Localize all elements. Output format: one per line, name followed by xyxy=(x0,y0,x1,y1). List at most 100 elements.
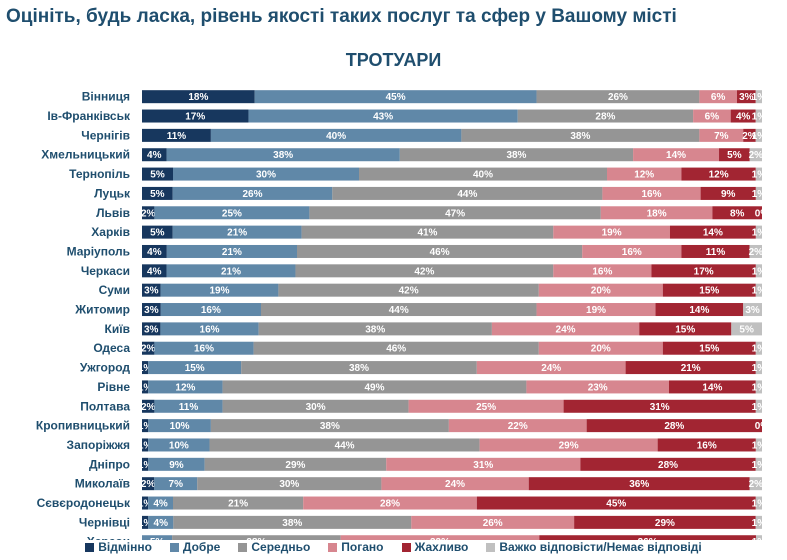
data-label: 44% xyxy=(389,305,409,316)
data-label: 10% xyxy=(169,440,189,451)
data-label: 15% xyxy=(675,324,695,335)
category-label: Київ xyxy=(105,322,130,336)
bar-segment xyxy=(491,322,640,336)
data-label: 1% xyxy=(752,518,767,529)
bar-segment xyxy=(582,244,682,258)
data-label: 42% xyxy=(399,286,419,297)
data-label: 4% xyxy=(147,150,162,161)
bar-segment xyxy=(517,109,694,123)
bar-segment xyxy=(173,496,304,510)
data-label: 47% xyxy=(445,208,465,219)
data-label: 28% xyxy=(658,460,678,471)
bar-segment xyxy=(258,322,492,336)
data-label: 4% xyxy=(154,518,169,529)
bar-segment xyxy=(669,380,756,394)
bar-segment xyxy=(553,225,670,239)
data-label: 45% xyxy=(606,499,626,510)
data-label: 5% xyxy=(150,170,165,181)
category-label: Одеса xyxy=(93,341,130,355)
data-label: 21% xyxy=(681,363,701,374)
bar-segment xyxy=(309,206,601,220)
bar-segment xyxy=(142,457,149,471)
bar-segment xyxy=(755,457,762,471)
data-label: 29% xyxy=(285,460,305,471)
legend-item: Важко відповісти/Немає відповіді xyxy=(486,540,702,554)
bar-segment xyxy=(209,438,480,452)
bar-segment xyxy=(172,535,341,540)
bar-segment xyxy=(154,477,198,491)
bar-segment xyxy=(142,322,161,336)
bar-segment xyxy=(148,457,205,471)
bar-segment xyxy=(700,186,756,200)
bar-segment xyxy=(662,341,756,355)
data-label: 45% xyxy=(386,92,406,103)
data-label: 19% xyxy=(586,305,606,316)
legend-swatch xyxy=(401,542,411,552)
bar-segment xyxy=(476,361,626,375)
bar-segment xyxy=(755,90,762,104)
chart-legend: Відмінно Добре Середньо Погано Жахливо Важко … xyxy=(0,540,787,554)
data-label: 46% xyxy=(386,344,406,355)
category-label: Ів-Франківськ xyxy=(47,109,131,123)
data-label: 15% xyxy=(699,344,719,355)
bar-segment xyxy=(693,109,731,123)
data-label: 21% xyxy=(222,247,242,258)
data-label: 3% xyxy=(144,286,159,297)
bar-segment xyxy=(743,128,756,142)
data-label: 1% xyxy=(752,537,767,540)
legend-swatch xyxy=(169,542,179,552)
bar-segment xyxy=(730,109,756,123)
data-label: 43% xyxy=(373,112,393,123)
data-label: 16% xyxy=(201,305,221,316)
bar-segment xyxy=(386,457,581,471)
data-label: 0% xyxy=(755,208,770,219)
data-label: 16% xyxy=(592,266,612,277)
data-label: 21% xyxy=(228,499,248,510)
bar-segment xyxy=(755,109,762,123)
bar-segment xyxy=(166,264,296,278)
bar-segment xyxy=(142,90,255,104)
stacked-bar-chart: Вінниця 18% 45% 26% 6% 3%1%Ів-Франківськ 17% 43… xyxy=(35,89,770,540)
bar-segment xyxy=(142,303,161,317)
bar-segment xyxy=(142,535,173,540)
category-label: Чернівці xyxy=(79,515,130,529)
data-label: 15% xyxy=(185,363,205,374)
bar-segment xyxy=(142,419,149,433)
data-label: 38% xyxy=(570,131,590,142)
bar-segment xyxy=(448,419,587,433)
legend-item: Середньо xyxy=(238,540,310,554)
page-title: Оцініть, будь ласка, рівень якості таких… xyxy=(6,6,677,27)
bar-segment xyxy=(248,109,518,123)
category-label: Запоріжжя xyxy=(67,438,130,452)
bar-segment xyxy=(148,515,174,529)
data-label: 4% xyxy=(147,266,162,277)
data-label: 5% xyxy=(739,324,754,335)
data-label: 23% xyxy=(588,382,608,393)
data-label: 4% xyxy=(736,112,751,123)
bar-segment xyxy=(142,341,155,355)
data-label: 20% xyxy=(591,344,611,355)
bar-segment xyxy=(142,109,249,123)
data-label: 46% xyxy=(430,247,450,258)
data-label: 7% xyxy=(169,479,184,490)
data-label: 2% xyxy=(141,344,156,355)
bar-segment xyxy=(301,225,554,239)
data-label: 9% xyxy=(721,189,736,200)
bar-segment xyxy=(173,167,359,181)
data-label: 5% xyxy=(727,150,742,161)
data-label: 11% xyxy=(179,402,199,413)
bar-segment xyxy=(602,186,701,200)
category-label: Херсон xyxy=(87,535,130,540)
data-label: 1% xyxy=(752,344,767,355)
bar-segment xyxy=(160,303,261,317)
legend-item: Відмінно xyxy=(85,540,152,554)
bar-segment xyxy=(166,148,400,162)
bar-segment xyxy=(340,535,540,540)
data-label: 19% xyxy=(602,228,622,239)
bar-segment xyxy=(553,264,652,278)
data-label: 15% xyxy=(699,286,719,297)
data-label: 2% xyxy=(141,479,156,490)
bar-segment xyxy=(160,283,279,297)
bar-segment xyxy=(574,515,756,529)
data-label: 30% xyxy=(256,170,276,181)
